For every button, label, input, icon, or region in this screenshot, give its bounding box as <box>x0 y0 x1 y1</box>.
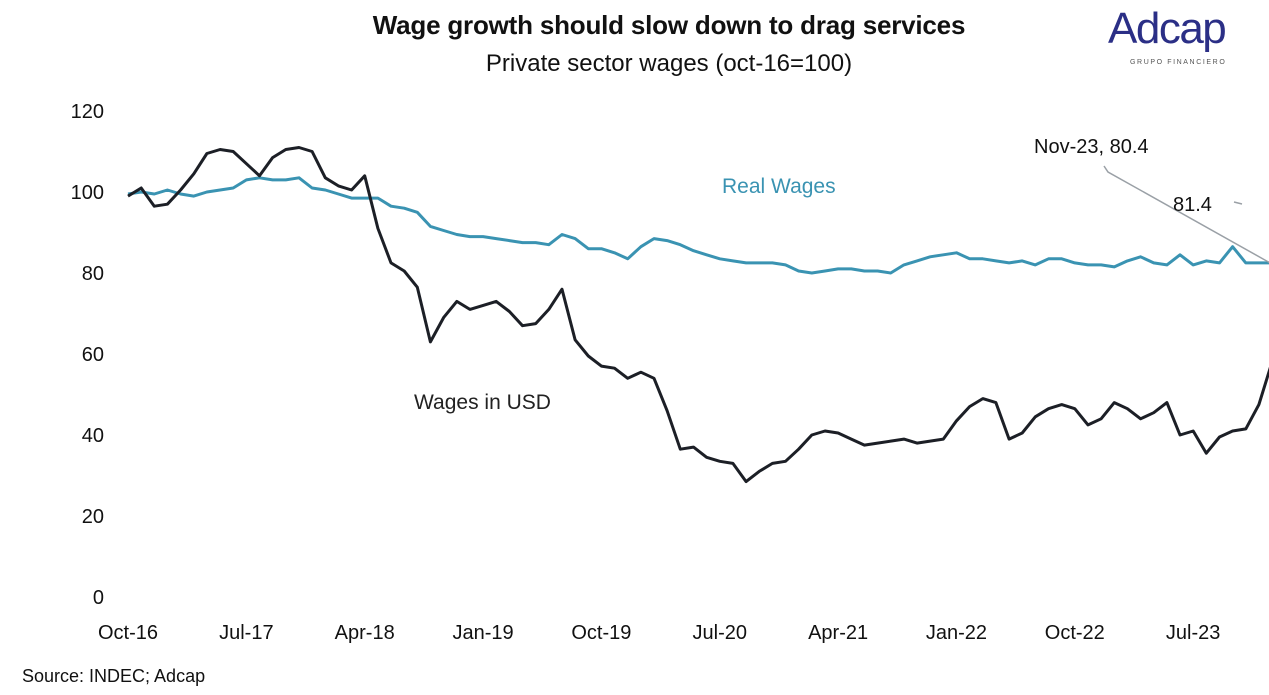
x-tick-label: Jul-20 <box>693 622 747 644</box>
y-tick-label: 40 <box>82 425 104 447</box>
x-tick-label: Jan-19 <box>452 622 513 644</box>
annotations: Nov-23, 80.4 81.4 <box>1034 136 1269 264</box>
x-tick-label: Oct-16 <box>98 622 158 644</box>
x-tick-label: Jan-22 <box>926 622 987 644</box>
annotation-leader-line <box>1103 165 1269 264</box>
series-label-wages-in-usd: Wages in USD <box>414 391 551 414</box>
y-tick-label: 80 <box>82 263 104 285</box>
x-tick-label: Apr-18 <box>335 622 395 644</box>
x-tick-label: Oct-19 <box>571 622 631 644</box>
chart-subtitle: Private sector wages (oct-16=100) <box>485 50 853 77</box>
series-line-wages-in-usd <box>127 146 1269 484</box>
x-tick-label: Jul-17 <box>219 622 273 644</box>
annotation-label: Nov-23, 80.4 <box>1034 136 1149 158</box>
x-tick-label: Jul-23 <box>1166 622 1220 644</box>
x-tick-label: Oct-22 <box>1045 622 1105 644</box>
y-tick-label: 20 <box>82 506 104 528</box>
adcap-logo: Adcap GRUPO FINANCIERO <box>1108 4 1258 70</box>
source-note: Source: INDEC; Adcap <box>22 666 206 686</box>
y-tick-label: 0 <box>93 587 104 609</box>
logo-wordmark: Adcap <box>1108 4 1227 53</box>
y-tick-label: 100 <box>71 182 104 204</box>
y-tick-label: 60 <box>82 344 104 366</box>
chart-title: Wage growth should slow down to drag ser… <box>372 10 966 40</box>
logo-tagline: GRUPO FINANCIERO <box>1130 59 1227 66</box>
annotation-label: 81.4 <box>1173 194 1212 216</box>
y-tick-label: 120 <box>71 101 104 123</box>
x-axis: Oct-16 Jul-17 Apr-18 Jan-19 Oct-19 Jul-20 Apr-… <box>98 622 1220 644</box>
series-label-real-wages: Real Wages <box>722 175 836 198</box>
x-tick-label: Apr-21 <box>808 622 868 644</box>
annotation-leader-line <box>1233 201 1243 205</box>
y-axis: 0 20 40 60 80 100 120 <box>71 101 104 609</box>
series-line-real-wages <box>127 176 1269 275</box>
